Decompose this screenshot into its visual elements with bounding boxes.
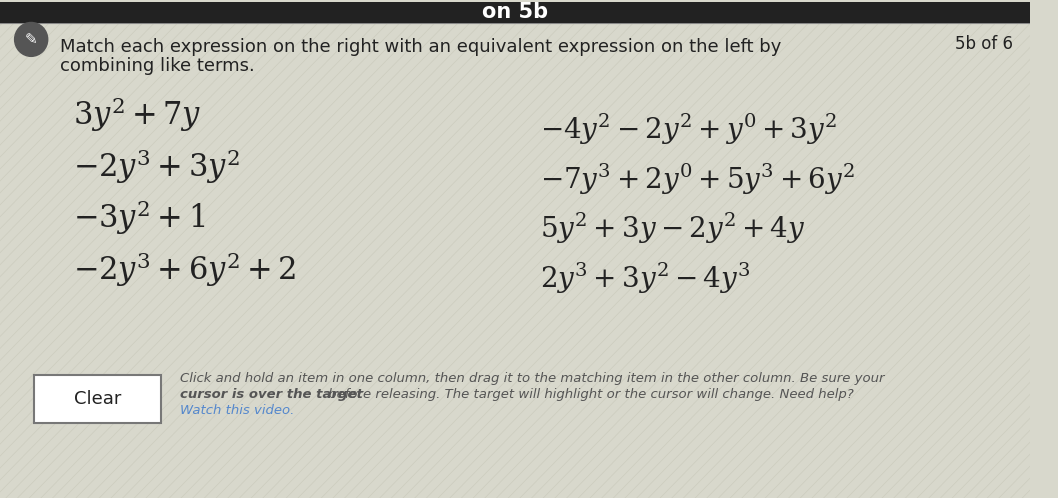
Circle shape	[15, 22, 48, 56]
Text: ✎: ✎	[24, 32, 37, 47]
Text: on 5b: on 5b	[482, 2, 548, 22]
Text: $-2y^3 + 3y^2$: $-2y^3 + 3y^2$	[73, 146, 240, 186]
Text: Clear: Clear	[74, 390, 121, 408]
Text: $2y^3 + 3y^2 - 4y^3$: $2y^3 + 3y^2 - 4y^3$	[541, 261, 751, 296]
Text: $-2y^3 + 6y^2 + 2$: $-2y^3 + 6y^2 + 2$	[73, 250, 296, 289]
Text: $5y^2 + 3y - 2y^2 + 4y$: $5y^2 + 3y - 2y^2 + 4y$	[541, 211, 806, 247]
Text: $-4y^2 - 2y^2 + y^0 + 3y^2$: $-4y^2 - 2y^2 + y^0 + 3y^2$	[541, 112, 837, 147]
FancyBboxPatch shape	[34, 375, 161, 423]
Text: combining like terms.: combining like terms.	[60, 57, 255, 75]
Text: cursor is over the target: cursor is over the target	[180, 388, 363, 401]
Text: Click and hold an item in one column, then drag it to the matching item in the o: Click and hold an item in one column, th…	[180, 372, 884, 385]
Text: Match each expression on the right with an equivalent expression on the left by: Match each expression on the right with …	[60, 38, 782, 56]
Text: $-7y^3 + 2y^0 + 5y^3 + 6y^2$: $-7y^3 + 2y^0 + 5y^3 + 6y^2$	[541, 161, 855, 197]
FancyBboxPatch shape	[0, 1, 1030, 23]
Text: 5b of 6: 5b of 6	[954, 35, 1013, 53]
Text: before releasing. The target will highlight or the cursor will change. Need help: before releasing. The target will highli…	[324, 388, 854, 401]
Text: $-3y^2 + 1$: $-3y^2 + 1$	[73, 198, 205, 238]
Text: Watch this video.: Watch this video.	[180, 404, 294, 417]
Text: $3y^2 + 7y$: $3y^2 + 7y$	[73, 95, 202, 133]
